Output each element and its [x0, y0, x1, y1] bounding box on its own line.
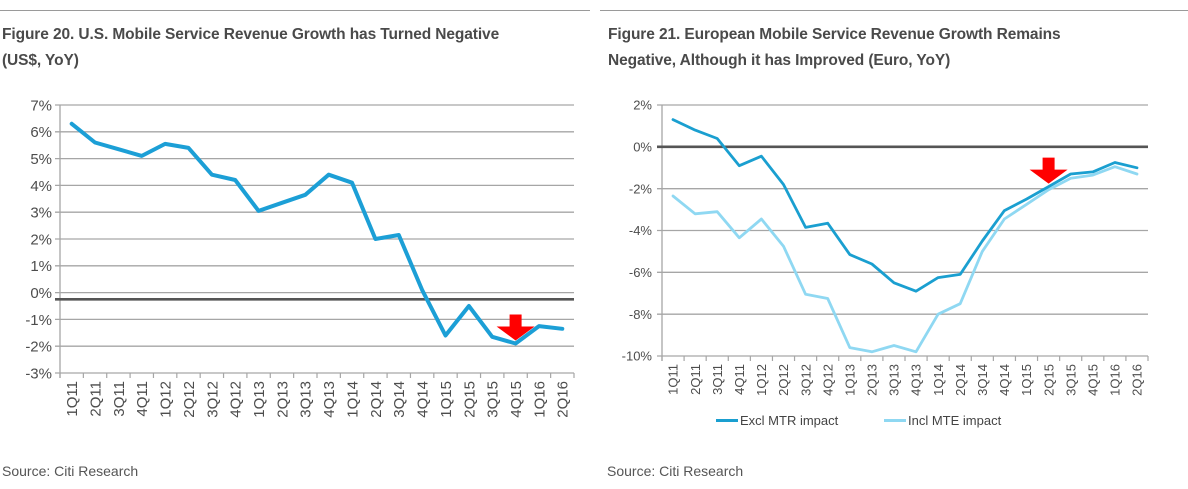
- x-tick-label: 3Q14: [975, 364, 990, 396]
- y-tick-label: 0%: [30, 285, 52, 302]
- y-tick-label: 0%: [633, 140, 652, 155]
- figure-20-title: Figure 20. U.S. Mobile Service Revenue G…: [2, 22, 499, 74]
- x-tick-label: 1Q12: [158, 381, 175, 418]
- series-line-1: [69, 121, 565, 346]
- y-tick-label: 1%: [30, 258, 52, 275]
- top-rule-right: [600, 10, 1188, 11]
- figure-20-chart: 7% 6% 5% 4% 3% 2% 1% 0% -1% -2% -3% 1Q11 2Q11 3Q11 4Q1…: [25, 97, 575, 418]
- figure-20-title-line2: (US$, YoY): [2, 52, 79, 69]
- legend-swatch-incl-mte: [884, 419, 906, 422]
- figure-21-title-line2: Negative, Although it has Improved (Euro…: [608, 52, 951, 69]
- y-tick-label: 4%: [30, 178, 52, 195]
- x-tick-label: 2Q14: [953, 364, 968, 396]
- y-tick-label: -1%: [25, 312, 52, 329]
- legend-incl-mte: Incl MTE impact: [884, 413, 1001, 428]
- x-tick-label: 3Q13: [298, 381, 315, 418]
- x-tick-label: 2Q12: [181, 381, 198, 418]
- series-line-2: [671, 165, 1139, 354]
- legend-swatch-excl-mtr: [716, 419, 738, 422]
- y-tick-label: -8%: [629, 307, 653, 322]
- figure-21-title-line1: Figure 21. European Mobile Service Reven…: [608, 26, 1061, 43]
- y-tick-label: -2%: [629, 181, 653, 196]
- y-tick-label: 2%: [30, 231, 52, 248]
- figure-20-title-line1: Figure 20. U.S. Mobile Service Revenue G…: [2, 26, 500, 43]
- figure-21-title: Figure 21. European Mobile Service Reven…: [608, 22, 1061, 74]
- y-tick-label: -4%: [629, 223, 653, 238]
- down-arrow-annotation: [496, 314, 535, 341]
- x-tick-label: 2Q16: [555, 381, 572, 418]
- x-tick-label: 1Q12: [754, 364, 769, 396]
- x-tick-label: 3Q14: [391, 381, 408, 418]
- x-tick-label: 4Q14: [997, 364, 1012, 396]
- down-arrow-annotation: [1029, 157, 1068, 184]
- x-tick-label: 3Q11: [710, 364, 725, 395]
- x-tick-label: 1Q11: [666, 364, 681, 395]
- x-tick-label: 3Q12: [204, 381, 221, 418]
- x-tick-label: 2Q12: [776, 364, 791, 396]
- x-tick-label: 2Q11: [87, 381, 104, 417]
- y-tick-label: 2%: [633, 98, 652, 113]
- x-tick-label: 2Q13: [274, 381, 291, 418]
- x-tick-label: 3Q12: [798, 364, 813, 396]
- x-tick-label: 1Q14: [931, 364, 946, 396]
- x-tick-label: 4Q11: [732, 364, 747, 395]
- y-tick-label: -6%: [629, 265, 653, 280]
- x-tick-label: 2Q15: [461, 381, 478, 418]
- y-tick-label: 7%: [30, 97, 52, 114]
- x-tick-label: 4Q12: [820, 364, 835, 396]
- x-tick-label: 3Q13: [887, 364, 902, 396]
- x-tick-label: 4Q13: [909, 364, 924, 396]
- y-tick-label: -2%: [25, 339, 52, 356]
- y-tick-label: 6%: [30, 124, 52, 141]
- x-tick-label: 4Q14: [415, 381, 432, 418]
- x-tick-label: 2Q11: [688, 364, 703, 395]
- x-tick-label: 4Q15: [508, 381, 525, 418]
- x-tick-label: 1Q11: [64, 381, 81, 417]
- y-tick-label: 5%: [30, 151, 52, 168]
- x-tick-label: 1Q15: [438, 381, 455, 418]
- x-tick-label: 1Q14: [344, 381, 361, 418]
- y-tick-label: -3%: [25, 365, 52, 382]
- x-tick-label: 2Q14: [368, 381, 385, 418]
- x-tick-label: 3Q15: [485, 381, 502, 418]
- y-tick-label: -10%: [622, 349, 653, 364]
- legend-label-incl-mte: Incl MTE impact: [908, 413, 1002, 428]
- x-tick-label: 1Q13: [251, 381, 268, 418]
- figure-20-source: Source: Citi Research: [2, 463, 139, 479]
- x-tick-label: 2Q15: [1041, 364, 1056, 396]
- top-rule-left: [0, 10, 590, 11]
- figure-21-source: Source: Citi Research: [607, 463, 744, 479]
- legend-excl-mtr: Excl MTR impact: [716, 413, 838, 428]
- x-tick-label: 1Q13: [842, 364, 857, 396]
- figure-21-chart: 2% 0% -2% -4% -6% -8% -10% 1Q11 2Q11 3Q11 4Q11 1Q12…: [622, 98, 1149, 396]
- x-tick-label: 4Q11: [134, 381, 151, 417]
- x-tick-label: 1Q16: [1108, 364, 1123, 396]
- series-line-1: [671, 118, 1139, 293]
- x-tick-label: 2Q13: [865, 364, 880, 396]
- x-tick-label: 3Q11: [111, 381, 128, 417]
- x-tick-label: 4Q12: [228, 381, 245, 418]
- x-tick-label: 1Q16: [531, 381, 548, 418]
- x-tick-label: 1Q15: [1019, 364, 1034, 396]
- x-tick-label: 4Q15: [1085, 364, 1100, 396]
- x-tick-label: 4Q13: [321, 381, 338, 418]
- legend-label-excl-mtr: Excl MTR impact: [740, 413, 839, 428]
- x-tick-label: 2Q16: [1130, 364, 1145, 396]
- x-tick-label: 3Q15: [1063, 364, 1078, 396]
- y-tick-label: 3%: [30, 205, 52, 222]
